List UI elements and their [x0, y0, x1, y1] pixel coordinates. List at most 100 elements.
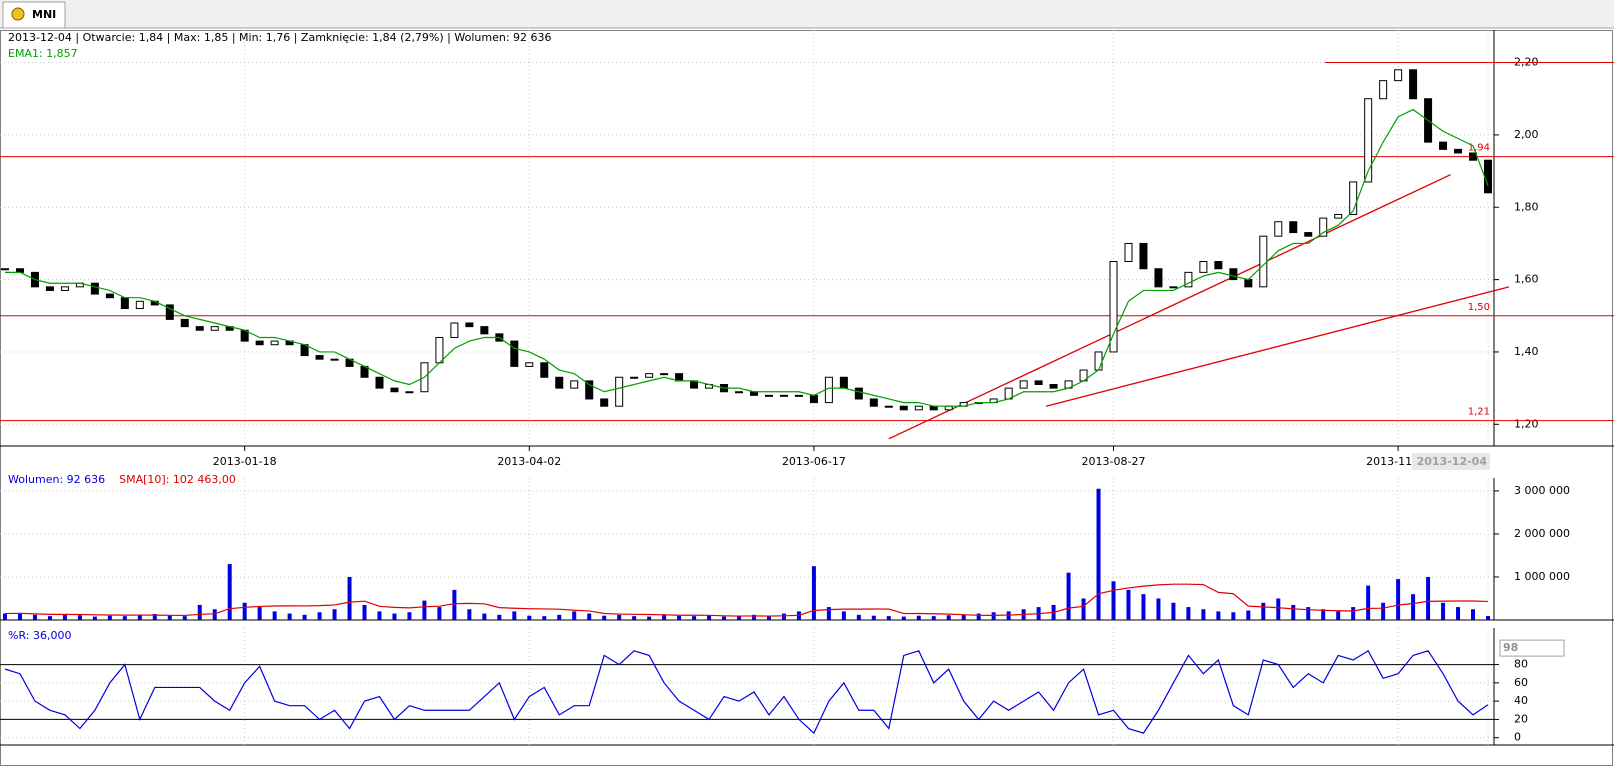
volume-bar [1471, 609, 1476, 620]
volume-bar [871, 615, 876, 620]
volume-bar [1366, 585, 1371, 620]
candle [600, 398, 609, 407]
volume-bar [647, 616, 652, 620]
volume-bar [167, 615, 172, 620]
volume-bar [1186, 607, 1191, 620]
volume-bar [1216, 611, 1221, 620]
y-tick-label: 1,80 [1514, 200, 1539, 213]
candle [1109, 261, 1118, 353]
candle [1229, 268, 1238, 281]
candle [1049, 384, 1058, 389]
x-tick-label: 2013-08-27 [1082, 455, 1146, 468]
tab[interactable] [2, 1, 66, 29]
candle [1169, 286, 1178, 289]
candle [1454, 148, 1463, 154]
volume-bar [856, 614, 861, 620]
volume-bar [1096, 488, 1101, 620]
candle [1319, 217, 1328, 237]
candle [60, 286, 69, 291]
legend-entry: SMA[10]: 102 463,00 [119, 473, 236, 486]
candle [854, 387, 863, 400]
volume-bar [1411, 594, 1416, 620]
y-tick-label: 1,60 [1514, 273, 1539, 286]
candle [480, 326, 489, 335]
candle [764, 394, 773, 397]
volume-bar [737, 615, 742, 620]
volume-bar [841, 611, 846, 620]
candle [1214, 261, 1223, 270]
volume-bar [287, 613, 292, 620]
candle [1139, 242, 1148, 270]
y-tick-label: 1,20 [1514, 417, 1539, 430]
candle [210, 326, 219, 331]
x-tick-label: 2013-04-02 [497, 455, 561, 468]
volume-bar [766, 616, 771, 620]
volume-bar [1201, 609, 1206, 620]
candle [1244, 279, 1253, 288]
value-box [1499, 639, 1565, 657]
candle [570, 380, 579, 389]
x-tick-label: 2013-06-17 [782, 455, 846, 468]
y-tick-label: 2 000 000 [1514, 527, 1570, 540]
volume-bar [751, 614, 756, 620]
volume-bar [1081, 598, 1086, 620]
volume-bar [512, 611, 517, 620]
volume-bar [1246, 610, 1251, 620]
volume-bar [482, 613, 487, 620]
candle [1469, 152, 1478, 161]
volume-bar [362, 604, 367, 620]
volume-bar [1111, 581, 1116, 620]
candle [839, 376, 848, 389]
y-tick-label: 40 [1514, 694, 1528, 707]
candle [1184, 271, 1193, 288]
volume-bar [392, 613, 397, 620]
volume-bar [92, 616, 97, 620]
volume-bar [886, 616, 891, 620]
candle [1349, 181, 1358, 215]
volume-bar [317, 612, 322, 620]
legend-entry: %R: 36,000 [8, 629, 71, 642]
candle [794, 394, 803, 397]
volume-bar [1276, 598, 1281, 620]
candle [465, 322, 474, 328]
volume-bar [1171, 602, 1176, 620]
candle [405, 391, 414, 394]
volume-bar [212, 609, 217, 620]
tab-label[interactable]: MNI [32, 8, 56, 21]
candle [90, 282, 99, 295]
candle [195, 326, 204, 331]
current-date-box [1412, 453, 1490, 470]
candle [540, 362, 549, 378]
volume-bar [377, 611, 382, 620]
volume-bar [572, 611, 577, 620]
volume-bar [1306, 607, 1311, 620]
candle [884, 405, 893, 408]
volume-bar [602, 615, 607, 620]
volume-bar [437, 607, 442, 620]
volume-bar [931, 616, 936, 620]
volume-bar [946, 615, 951, 620]
candle [510, 340, 519, 367]
volume-bar [632, 616, 637, 620]
candle [1124, 242, 1133, 263]
candle [45, 286, 54, 291]
candle [1019, 380, 1028, 389]
y-tick-label: 1,40 [1514, 345, 1539, 358]
level-label: 1,94 [1468, 143, 1490, 154]
candle [1034, 380, 1043, 386]
volume-bar [452, 589, 457, 620]
volume-bar [77, 615, 82, 620]
volume-bar [901, 616, 906, 620]
candle [1259, 235, 1268, 288]
williams-r-line [4, 650, 1489, 735]
volume-bar [1456, 607, 1461, 620]
candle [645, 373, 654, 378]
volume-bar [527, 615, 532, 620]
volume-bar [961, 614, 966, 620]
candle [180, 318, 189, 328]
candle [450, 322, 459, 338]
candle [555, 376, 564, 389]
volume-bar [1321, 609, 1326, 620]
volume-bar [1141, 594, 1146, 620]
